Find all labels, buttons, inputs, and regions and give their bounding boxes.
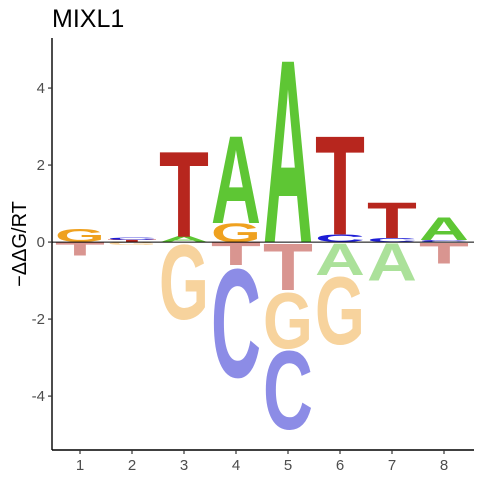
logo-letter-neg2-G: G [107,241,157,246]
logo-letter-pos3-A: A [159,235,209,244]
logo-letter-pos4-G: G [211,219,261,248]
y-axis-label: −ΔΔG/RT [9,201,31,287]
y-tick-label: 2 [37,157,45,174]
logo-letter-neg5-C: C [263,328,313,453]
x-tick-label: 6 [336,457,344,474]
logo-letter-neg6-G: G [315,258,365,365]
x-tick-label: 7 [388,457,396,474]
chart-title: MIXL1 [52,5,124,33]
logo-letter-pos2-C: C [107,237,157,241]
logo-letter-pos8-C: C [419,240,469,243]
logo-letter-pos8-A: A [419,212,469,248]
x-tick-label: 8 [440,457,448,474]
x-tick-label: 5 [284,457,292,474]
x-tick-label: 3 [180,457,188,474]
logo-letter-pos5-A: A [263,6,313,299]
x-tick-label: 4 [232,457,240,474]
axes: -4 -2 0 2 4 1 2 3 4 5 6 7 8 [32,38,474,474]
logo-letter-pos2-T: T [107,239,157,243]
logo-letter-neg6-A: A [315,234,365,285]
y-tick-label: -4 [32,388,45,405]
logo-letter-pos7-T: T [367,193,417,250]
logo-letter-pos7-C: C [367,237,417,243]
logo-letter-neg4-C: C [211,237,261,410]
y-tick-label: 4 [37,80,45,97]
y-tick-label: 0 [37,234,45,251]
x-tick-label: 1 [76,457,84,474]
logo-letter-pos6-T: T [315,106,365,265]
logo-letter-pos6-C: C [315,233,365,245]
logo-letter-neg4-T: T [211,237,261,273]
logo-letter-pos1-G: G [55,225,105,246]
logo-letter-neg5-G: G [263,276,313,365]
logo-letter-neg3-G: G [159,222,209,342]
y-tick-label: -2 [32,311,45,328]
logo-letter-neg7-A: A [367,233,417,293]
logo-letter-pos4-A: A [211,110,261,250]
x-tick-label: 2 [128,457,136,474]
logo-letter-neg1-T: T [55,238,105,259]
logo-letter-pos3-T: T [159,126,209,264]
